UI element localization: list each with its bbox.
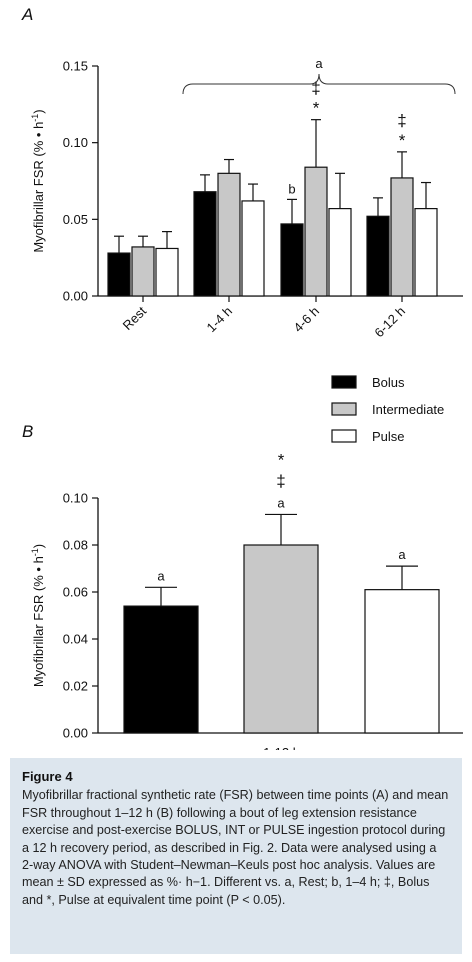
- significance-label: ‡: [397, 111, 406, 130]
- x-tick-label: 4-6 h: [291, 304, 323, 336]
- y-tick-label: 0.08: [63, 538, 88, 553]
- bar: [193, 191, 217, 297]
- legend-label: Bolus: [372, 375, 405, 390]
- bar: [243, 544, 319, 734]
- x-tick-label: 1-12 h: [263, 745, 300, 750]
- bar: [304, 166, 328, 297]
- y-tick-label: 0.00: [63, 289, 88, 304]
- significance-label: *: [399, 131, 406, 150]
- significance-label: ‡: [276, 471, 285, 490]
- bar: [123, 605, 199, 734]
- y-axis-label-superscript: -1: [30, 548, 40, 556]
- bar: [217, 172, 241, 297]
- significance-label: *: [278, 450, 285, 469]
- bar: [414, 208, 438, 297]
- bar: [366, 215, 390, 297]
- y-axis-label-close: ): [31, 109, 46, 113]
- y-tick-label: 0.15: [63, 59, 88, 74]
- y-tick-label: 0.00: [63, 726, 88, 741]
- panel-label-b: B: [22, 422, 33, 441]
- significance-label: *: [313, 99, 320, 118]
- significance-label: b: [288, 181, 295, 196]
- y-axis-label-main: Myofibrillar FSR (% • h: [31, 122, 46, 253]
- bar: [107, 252, 131, 297]
- bar: [241, 200, 265, 297]
- y-tick-label: 0.06: [63, 585, 88, 600]
- bar: [328, 208, 352, 297]
- bar: [131, 246, 155, 297]
- bracket: [182, 73, 456, 95]
- legend: Bolus Intermediate Pulse: [331, 375, 444, 444]
- legend-label: Intermediate: [372, 402, 444, 417]
- x-tick-label: 6-12 h: [371, 304, 408, 341]
- x-tick-label: 1-4 h: [204, 304, 236, 336]
- chart-b: B 0.00 0.02 0.04 0.06 0.08 0.10 Myofibrillar FS…: [22, 422, 463, 750]
- legend-swatch: [331, 402, 357, 416]
- figure-caption: Figure 4 Myofibrillar fractional synthet…: [10, 758, 462, 954]
- x-tick-label: Rest: [120, 303, 150, 333]
- chart-a: A 0.00 0.05 0.10 0.15 Myofibrillar FSR (% • h…: [21, 5, 463, 340]
- legend-label: Pulse: [372, 429, 405, 444]
- caption-title: Figure 4: [22, 769, 73, 784]
- bar: [280, 223, 304, 297]
- bracket-label: a: [315, 56, 323, 71]
- significance-label: a: [398, 547, 406, 562]
- y-tick-label: 0.04: [63, 632, 88, 647]
- significance-label: a: [277, 495, 285, 510]
- y-axis-label: Myofibrillar FSR (% • h-1): [30, 109, 46, 252]
- legend-swatch: [331, 375, 357, 389]
- y-tick-label: 0.10: [63, 491, 88, 506]
- caption-text: Myofibrillar fractional synthetic rate (…: [22, 788, 449, 907]
- bar: [390, 177, 414, 297]
- y-axis-label-close: ): [31, 544, 46, 548]
- panel-label-a: A: [21, 5, 33, 24]
- significance-label: ‡: [311, 79, 320, 98]
- y-axis-label-superscript: -1: [30, 114, 40, 122]
- bar: [364, 589, 440, 734]
- y-tick-label: 0.02: [63, 679, 88, 694]
- y-axis-label-main: Myofibrillar FSR (% • h: [31, 556, 46, 687]
- legend-swatch: [331, 429, 357, 443]
- y-axis-label: Myofibrillar FSR (% • h-1): [30, 544, 46, 687]
- figure-svg: A 0.00 0.05 0.10 0.15 Myofibrillar FSR (% • h…: [21, 5, 463, 750]
- y-tick-label: 0.05: [63, 212, 88, 227]
- y-tick-label: 0.10: [63, 135, 88, 150]
- bar: [155, 247, 179, 297]
- significance-label: a: [157, 568, 165, 583]
